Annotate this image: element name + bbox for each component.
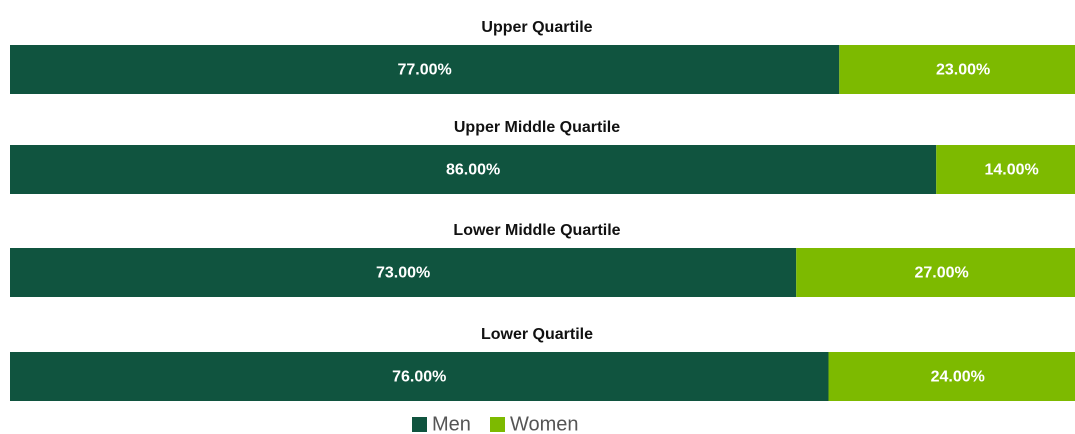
legend-label: Women	[510, 413, 579, 434]
bar-segment	[936, 145, 1075, 194]
category-label: Lower Middle Quartile	[453, 222, 620, 239]
legend-swatch	[412, 417, 427, 432]
bar-segment	[796, 248, 1075, 297]
value-label: 86.00%	[446, 162, 500, 179]
value-label: 73.00%	[376, 265, 430, 282]
bar-segment	[10, 352, 829, 401]
value-label: 24.00%	[931, 369, 985, 386]
category-label: Upper Quartile	[481, 19, 592, 36]
value-label: 76.00%	[392, 369, 446, 386]
bar-segment	[839, 45, 1075, 94]
value-label: 77.00%	[398, 62, 452, 79]
legend-label: Men	[432, 413, 471, 434]
category-label: Lower Quartile	[481, 326, 593, 343]
value-label: 23.00%	[936, 62, 990, 79]
bar-segment	[10, 45, 840, 94]
category-label: Upper Middle Quartile	[454, 119, 620, 136]
legend-swatch	[490, 417, 505, 432]
bar-segment	[10, 248, 797, 297]
bar-segment	[10, 145, 937, 194]
bar-segment	[828, 352, 1075, 401]
value-label: 14.00%	[984, 162, 1038, 179]
value-label: 27.00%	[914, 265, 968, 282]
